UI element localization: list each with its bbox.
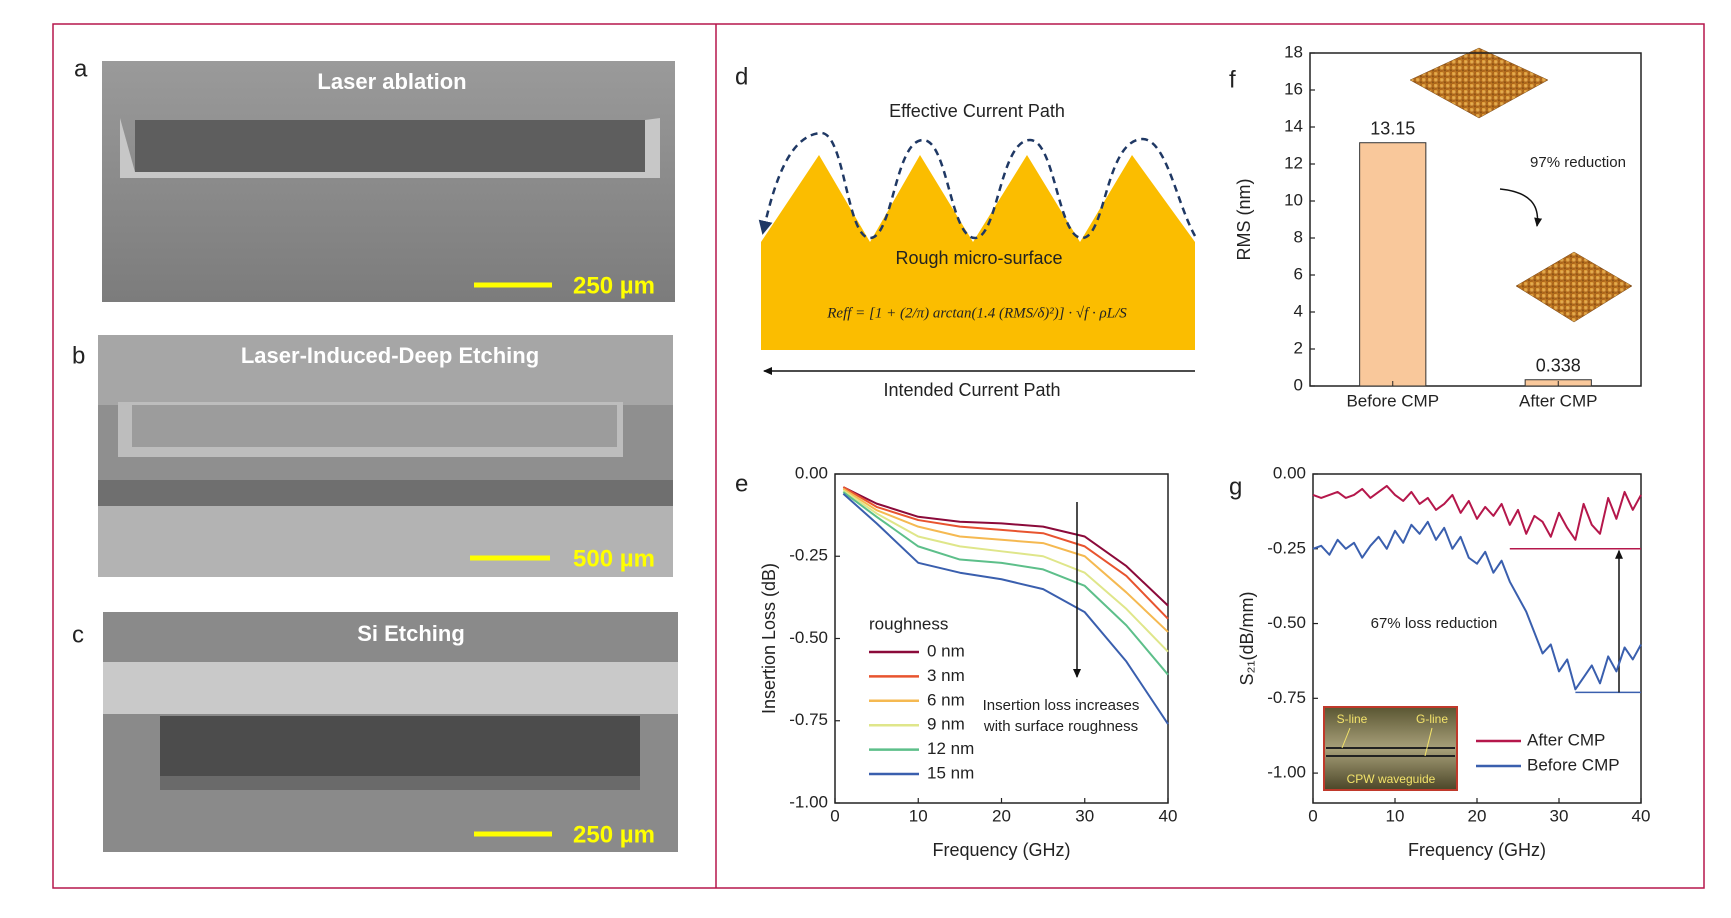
series-line <box>842 487 1169 633</box>
value-label: 13.15 <box>1370 118 1415 138</box>
annotation: with surface roughness <box>983 718 1138 735</box>
image-title: Laser-Induced-Deep Etching <box>241 343 539 368</box>
annotation: 67% loss reduction <box>1371 615 1498 632</box>
series-line <box>842 486 1169 620</box>
panel-label: a <box>74 55 88 82</box>
sem-image-b <box>98 335 673 577</box>
panel-label: b <box>72 342 85 369</box>
series-line <box>1312 520 1642 691</box>
diagram-text: Intended Current Path <box>883 380 1060 400</box>
y-tick-label: -0.25 <box>789 546 828 565</box>
x-tick-label: 30 <box>1075 806 1094 825</box>
y-tick-label: -0.75 <box>1267 688 1306 707</box>
y-tick-label: 18 <box>1284 42 1303 61</box>
formula: Reff = [1 + (2/π) arctan(1.4 (RMS/δ)²)] … <box>826 305 1127 321</box>
y-tick-label: 16 <box>1284 79 1303 98</box>
y-tick-label: 12 <box>1284 153 1303 172</box>
series-line <box>842 486 1169 607</box>
y-tick-label: -1.00 <box>1267 763 1306 782</box>
x-tick-label: 40 <box>1159 806 1178 825</box>
y-tick-label: 0.00 <box>1273 463 1306 482</box>
y-axis-label: S₂₁(dB/mm) <box>1237 591 1257 685</box>
sem-image-a <box>102 61 675 302</box>
x-tick-label: 40 <box>1632 806 1651 825</box>
afm-image <box>1409 47 1633 323</box>
annotation: 97% reduction <box>1530 154 1626 171</box>
x-axis-label: Frequency (GHz) <box>932 840 1070 860</box>
y-tick-label: -0.25 <box>1267 538 1306 557</box>
x-tick-label: 10 <box>1386 806 1405 825</box>
plot-frame <box>1309 52 1642 387</box>
y-tick-label: -0.50 <box>789 628 828 647</box>
legend-label: 6 nm <box>927 690 965 709</box>
value-label: 0.338 <box>1536 355 1581 375</box>
x-tick-label: 30 <box>1550 806 1569 825</box>
annotation: Insertion loss increases <box>983 697 1140 714</box>
bar <box>1359 142 1427 387</box>
image-title: Laser ablation <box>317 69 466 94</box>
y-tick-label: 2 <box>1294 338 1303 357</box>
effective-path <box>758 131 1197 240</box>
series-line <box>842 491 1169 676</box>
series-line <box>842 489 1169 653</box>
x-tick-label: Before CMP <box>1346 391 1439 410</box>
y-tick-label: 4 <box>1294 301 1303 320</box>
x-tick-label: 0 <box>1308 806 1317 825</box>
legend-title: roughness <box>869 614 948 633</box>
series-line <box>842 492 1169 725</box>
x-tick-label: 0 <box>830 806 839 825</box>
series-line <box>1312 484 1642 541</box>
legend-label: 15 nm <box>927 763 974 782</box>
scale-label: 250 µm <box>573 272 655 299</box>
x-tick-label: 20 <box>1468 806 1487 825</box>
legend-label: 0 nm <box>927 641 965 660</box>
y-tick-label: -1.00 <box>789 792 828 811</box>
inset-label: CPW waveguide <box>1347 772 1436 786</box>
y-tick-label: 0.00 <box>795 463 828 482</box>
y-tick-label: 10 <box>1284 190 1303 209</box>
inset-label: G-line <box>1416 712 1448 726</box>
panel-label: d <box>735 63 748 90</box>
diagram-text: Effective Current Path <box>889 101 1065 121</box>
figure-border <box>52 23 1705 889</box>
diagram-text: Rough micro-surface <box>895 248 1062 268</box>
x-tick-label: 20 <box>992 806 1011 825</box>
x-tick-label: 10 <box>909 806 928 825</box>
panel-label: g <box>1229 473 1242 500</box>
y-tick-label: 0 <box>1294 375 1303 394</box>
inset-label: S-line <box>1337 712 1368 726</box>
legend-label: Before CMP <box>1527 755 1620 774</box>
legend-label: After CMP <box>1527 730 1605 749</box>
x-axis-label: Frequency (GHz) <box>1408 840 1546 860</box>
y-axis-label: Insertion Loss (dB) <box>759 563 779 714</box>
sem-image-c <box>103 612 678 852</box>
y-tick-label: 6 <box>1294 264 1303 283</box>
legend-label: 9 nm <box>927 715 965 734</box>
image-title: Si Etching <box>357 621 465 646</box>
scale-label: 250 µm <box>573 821 655 848</box>
rough-surface <box>761 155 1195 350</box>
reduction-arrow <box>1499 188 1543 227</box>
panel-label: c <box>72 621 84 648</box>
y-axis-label: RMS (nm) <box>1234 179 1254 261</box>
legend-label: 12 nm <box>927 739 974 758</box>
panel-label: f <box>1229 66 1236 93</box>
panel-label: e <box>735 470 748 497</box>
x-tick-label: After CMP <box>1519 391 1597 410</box>
y-tick-label: 14 <box>1284 116 1303 135</box>
legend-label: 3 nm <box>927 666 965 685</box>
y-tick-label: 8 <box>1294 227 1303 246</box>
scale-label: 500 µm <box>573 545 655 572</box>
y-tick-label: -0.50 <box>1267 613 1306 632</box>
y-tick-label: -0.75 <box>789 710 828 729</box>
cpw-inset <box>1323 706 1458 791</box>
